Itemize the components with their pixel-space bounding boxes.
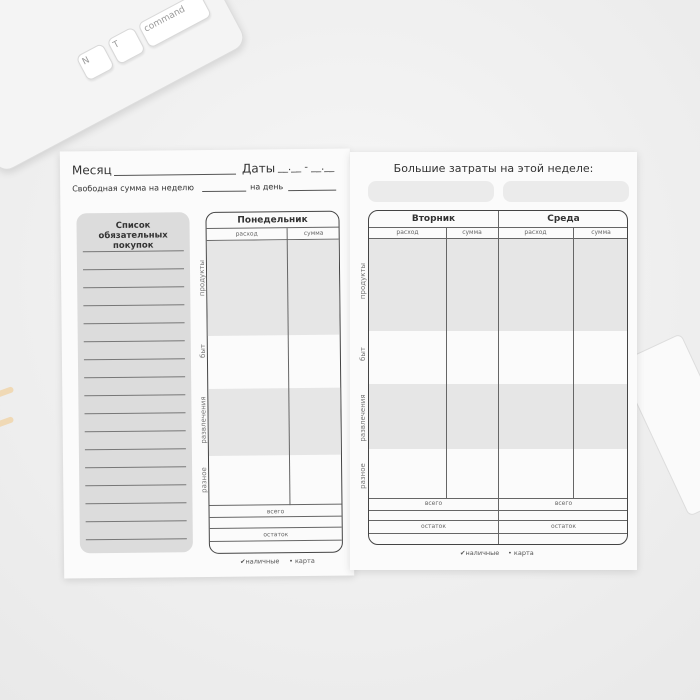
shopping-list-line[interactable] xyxy=(85,520,187,523)
column-amount: сумма xyxy=(462,229,482,236)
monday-table: Понедельник расход сумма всего остаток xyxy=(205,210,343,554)
right-page: Большие затраты на этой неделе: Вторник … xyxy=(350,152,637,570)
free-sum-field[interactable] xyxy=(202,190,247,193)
band-entertainment[interactable] xyxy=(208,387,341,456)
category-misc: разное xyxy=(359,463,367,489)
per-day-field[interactable] xyxy=(288,189,337,192)
total-label: всего xyxy=(424,500,443,507)
per-day-label: на день xyxy=(250,182,284,192)
keyboard-key: T xyxy=(106,26,146,66)
shopping-list-line[interactable] xyxy=(85,484,187,487)
shopping-list-line[interactable] xyxy=(82,250,184,253)
keyboard-key: command xyxy=(137,0,213,49)
shopping-list: Список обязательных покупок xyxy=(76,212,193,554)
legend-card-label: карта xyxy=(294,556,315,566)
legend-cash: ✔наличные xyxy=(240,557,280,566)
shopping-list-line[interactable] xyxy=(85,502,187,505)
shopping-list-line[interactable] xyxy=(83,322,185,325)
keyboard-key: N xyxy=(75,42,116,82)
legend-cash: ✔наличные xyxy=(460,549,500,557)
day-header: Вторник xyxy=(411,214,456,224)
column-expense: расход xyxy=(524,229,547,236)
total-label: всего xyxy=(554,500,573,507)
day-header: Среда xyxy=(547,214,580,224)
shopping-list-line[interactable] xyxy=(84,412,186,415)
shopping-list-line[interactable] xyxy=(83,358,185,361)
remainder-label: остаток xyxy=(263,531,289,539)
shopping-list-line[interactable] xyxy=(85,466,187,469)
shopping-list-line[interactable] xyxy=(84,394,186,397)
tue-wed-table: Вторник Среда расход сумма расход сумма … xyxy=(368,210,628,545)
column-expense: расход xyxy=(235,230,258,238)
shopping-list-title: Список обязательных покупок xyxy=(98,220,168,251)
column-expense: расход xyxy=(396,229,419,236)
month-field[interactable] xyxy=(114,173,237,176)
legend-cash-label: наличные xyxy=(245,557,280,566)
shopping-list-line[interactable] xyxy=(84,376,186,379)
total-label: всего xyxy=(266,508,285,516)
remainder-label: остаток xyxy=(421,523,446,530)
big-expense-field[interactable] xyxy=(368,181,494,202)
month-label: Месяц xyxy=(71,162,112,178)
shopping-list-line[interactable] xyxy=(83,286,185,289)
dates-label: Даты xyxy=(241,161,276,176)
big-expenses-title: Большие затраты на этой неделе: xyxy=(393,162,594,175)
legend-cash-label: наличные xyxy=(465,549,500,557)
shopping-list-line[interactable] xyxy=(85,538,187,541)
shopping-list-line[interactable] xyxy=(83,268,185,271)
pencils xyxy=(0,380,20,440)
column-amount: сумма xyxy=(591,229,611,236)
column-amount: сумма xyxy=(303,229,324,237)
category-products: продукты xyxy=(359,262,367,300)
remainder-label: остаток xyxy=(551,523,576,530)
big-expense-field[interactable] xyxy=(503,181,629,202)
category-misc: разное xyxy=(200,467,209,493)
shopping-list-line[interactable] xyxy=(84,448,186,451)
shopping-list-line[interactable] xyxy=(84,430,186,433)
dates-field[interactable]: __.__ - __.__ xyxy=(277,161,335,174)
band-products[interactable] xyxy=(206,239,340,336)
shopping-list-line[interactable] xyxy=(83,340,185,343)
free-sum-label: Свободная сумма на неделю xyxy=(72,183,195,194)
shopping-list-line[interactable] xyxy=(83,304,185,307)
legend-card: • карта xyxy=(289,556,315,566)
band-household[interactable] xyxy=(208,335,341,389)
category-products: продукты xyxy=(197,259,207,297)
left-page: Месяц Даты __.__ - __.__ Свободная сумма… xyxy=(59,148,355,579)
legend-card-label: карта xyxy=(513,549,534,557)
legend-card: • карта xyxy=(508,549,534,557)
